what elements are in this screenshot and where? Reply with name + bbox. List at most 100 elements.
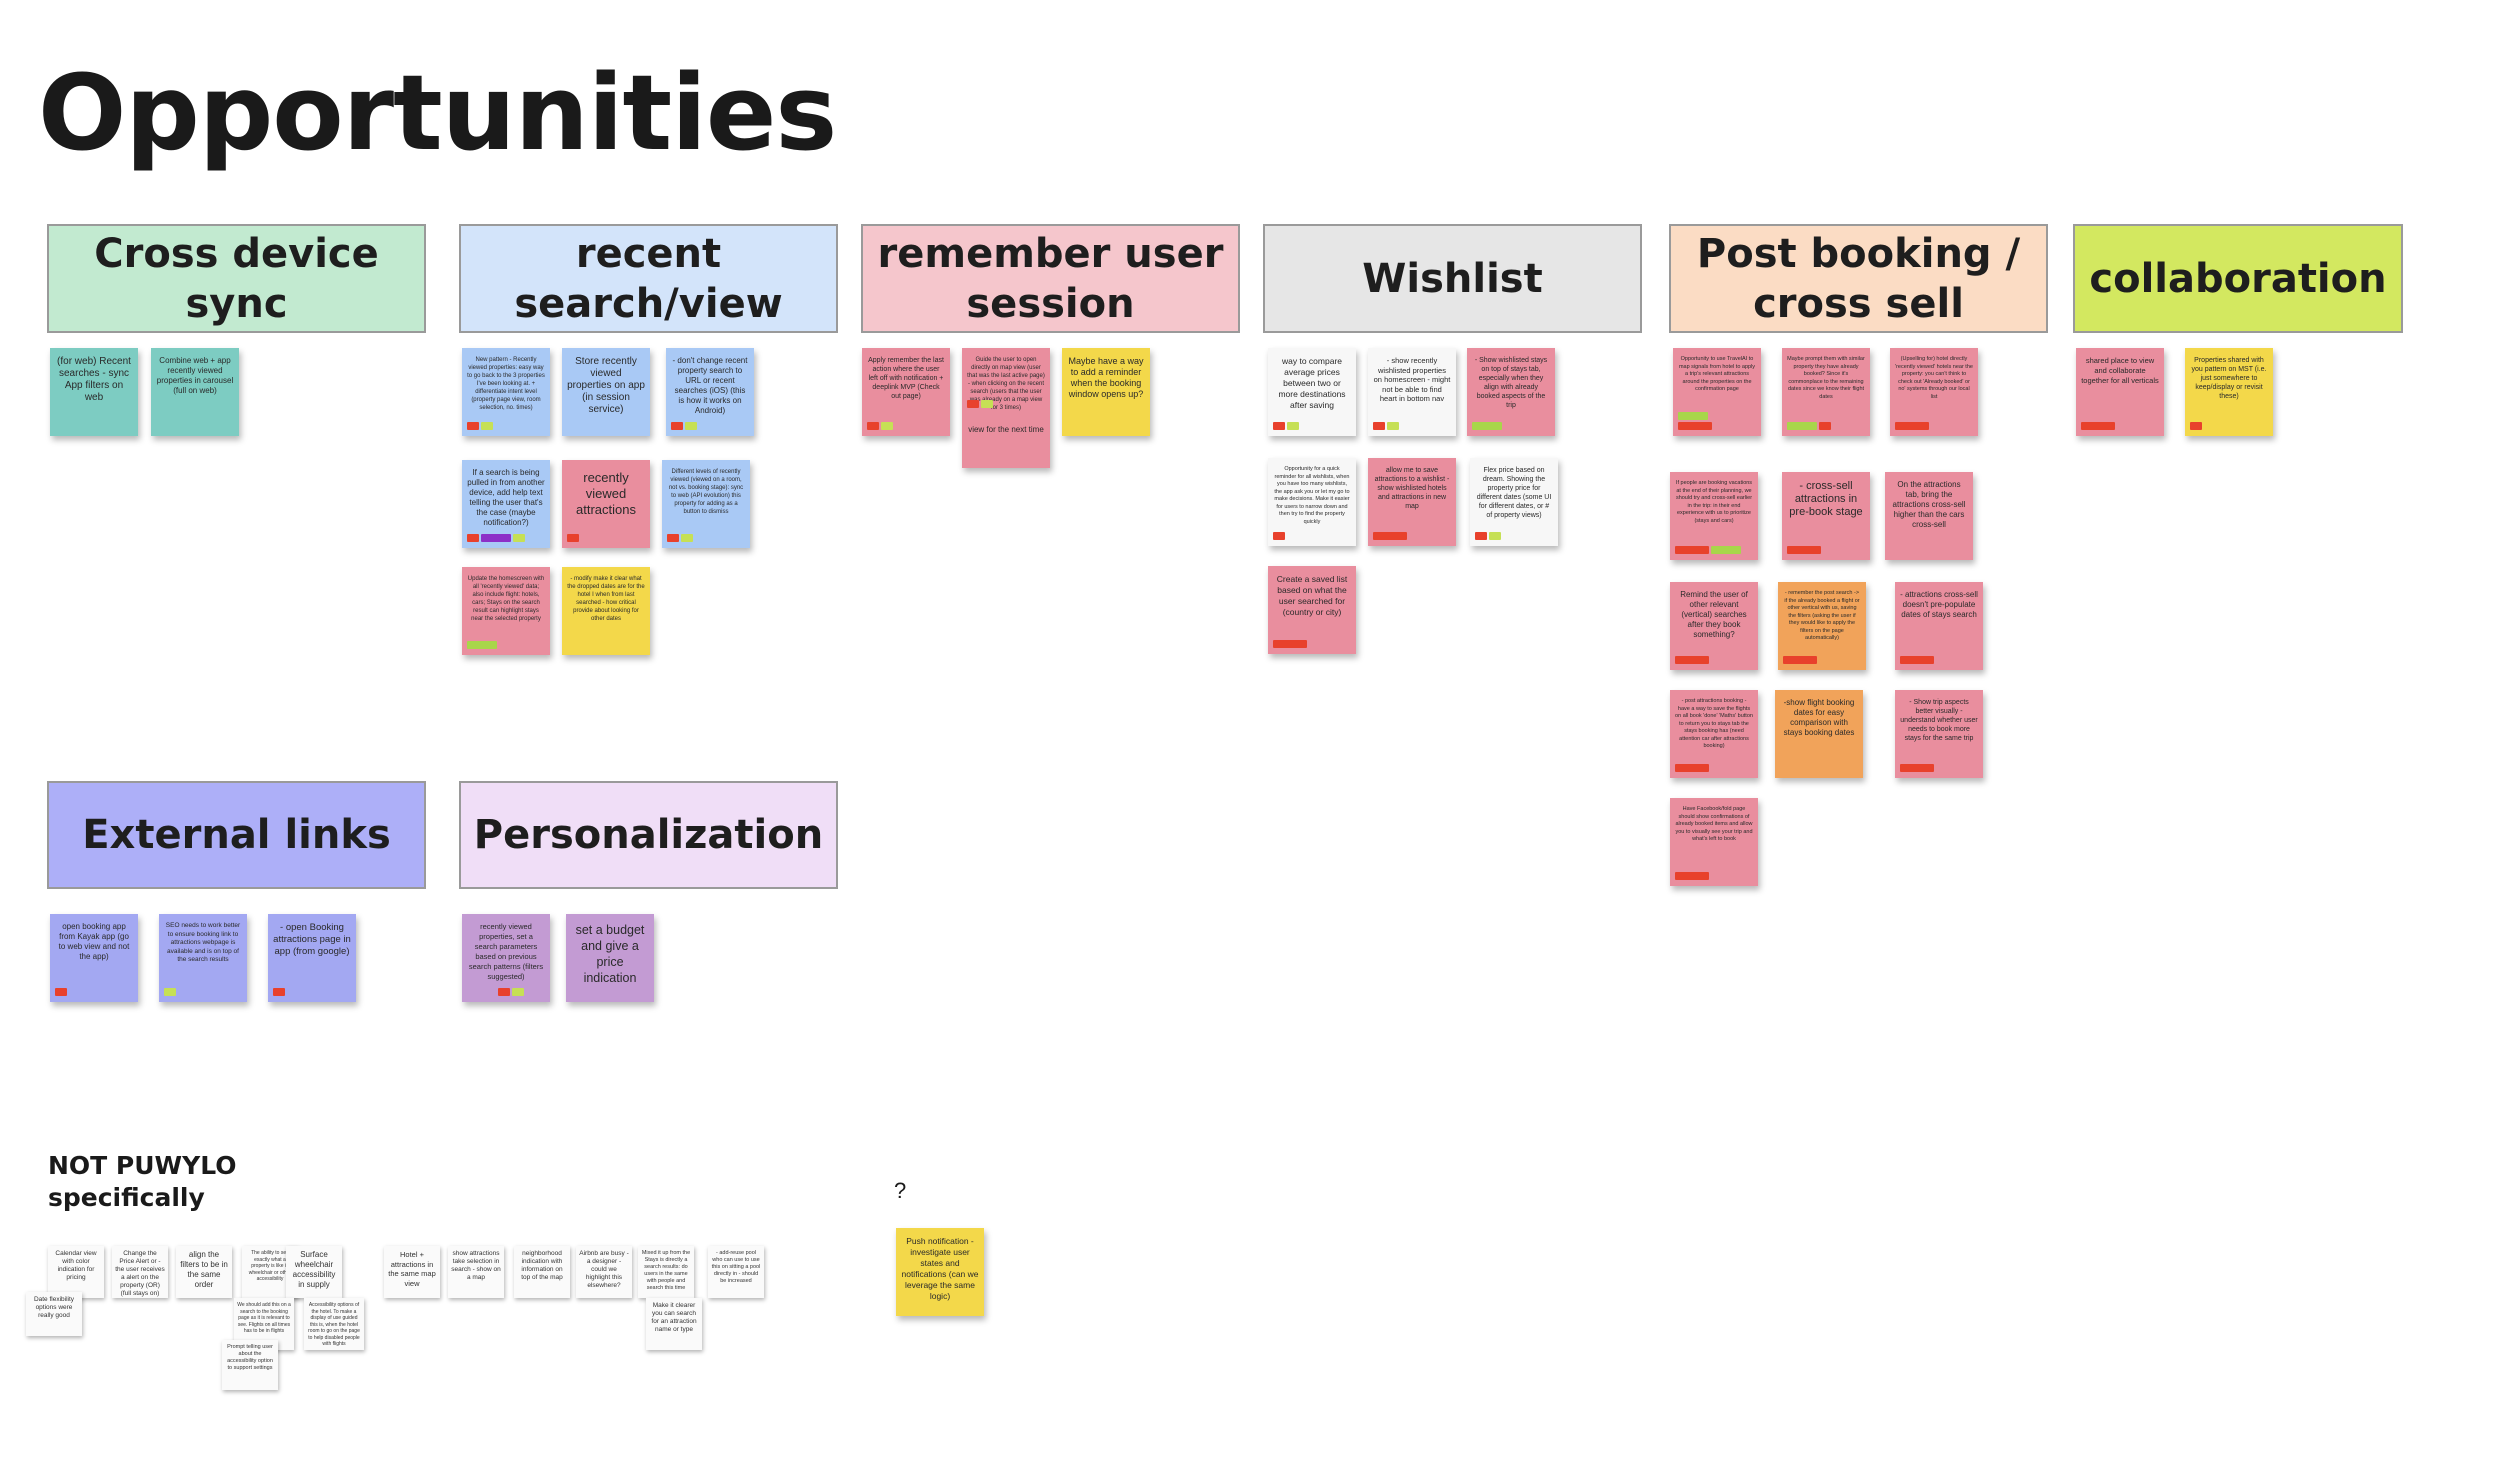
not-puwylo-label-line1: NOT PUWYLO: [48, 1151, 237, 1180]
note-tags: [1273, 422, 1299, 430]
note-tags: [1895, 422, 1929, 430]
header-recent-search-view[interactable]: recent search/view: [459, 224, 838, 333]
sticky-note[interactable]: - remember the post search -> if the alr…: [1778, 582, 1866, 670]
sticky-note[interactable]: On the attractions tab, bring the attrac…: [1885, 472, 1973, 560]
header-post-booking-cross-sell[interactable]: Post booking / cross sell: [1669, 224, 2048, 333]
note-tags: [467, 641, 497, 649]
sticky-note[interactable]: If people are booking vacations at the e…: [1670, 472, 1758, 560]
note-text: Store recently viewed properties on app …: [567, 356, 645, 415]
header-external-links[interactable]: External links: [47, 781, 426, 889]
note-text: - attractions cross-sell doesn't pre-pop…: [1900, 590, 1978, 619]
sticky-note[interactable]: (for web) Recent searches - sync App fil…: [50, 348, 138, 436]
sticky-note[interactable]: Opportunity to use TravelAI to map signa…: [1673, 348, 1761, 436]
note-text: Properties shared with you pattern on MS…: [2191, 357, 2267, 400]
note-text: view for the next time: [968, 425, 1044, 434]
sticky-note[interactable]: open booking app from Kayak app (go to w…: [50, 914, 138, 1002]
sticky-note[interactable]: SEO needs to work better to ensure booki…: [159, 914, 247, 1002]
sticky-note[interactable]: Push notification - investigate user sta…: [896, 1228, 984, 1316]
sticky-note[interactable]: Flex price based on dream. Showing the p…: [1470, 458, 1558, 546]
sticky-note[interactable]: Opportunity for a quick reminder for all…: [1268, 458, 1356, 546]
note-text: - Show wishlisted stays on top of stays …: [1474, 357, 1548, 409]
sticky-note[interactable]: - cross-sell attractions in pre-book sta…: [1782, 472, 1870, 560]
small-note[interactable]: Calendar view with color indication for …: [48, 1246, 104, 1298]
small-note[interactable]: neighborhood indication with information…: [514, 1246, 570, 1298]
note-text: Combine web + app recently viewed proper…: [156, 356, 234, 395]
note-text: Update the homescreen with all 'recently…: [467, 576, 545, 622]
sticky-note[interactable]: - Show trip aspects better visually - un…: [1895, 690, 1983, 778]
note-text: recently viewed properties, set a search…: [468, 922, 544, 981]
small-note[interactable]: Change the Price Alert or - the user rec…: [112, 1246, 168, 1298]
sticky-note[interactable]: set a budget and give a price indication: [566, 914, 654, 1002]
header-personalization[interactable]: Personalization: [459, 781, 838, 889]
note-tags: [467, 534, 525, 542]
sticky-note[interactable]: - attractions cross-sell doesn't pre-pop…: [1895, 582, 1983, 670]
note-text: On the attractions tab, bring the attrac…: [1892, 480, 1966, 529]
sticky-note[interactable]: - post attractions booking - have a way …: [1670, 690, 1758, 778]
sticky-note[interactable]: Maybe have a way to add a reminder when …: [1062, 348, 1150, 436]
sticky-note[interactable]: Create a saved list based on what the us…: [1268, 566, 1356, 654]
header-wishlist[interactable]: Wishlist: [1263, 224, 1642, 333]
sticky-note[interactable]: Apply remember the last action where the…: [862, 348, 950, 436]
sticky-note[interactable]: - don't change recent property search to…: [666, 348, 754, 436]
note-text: Flex price based on dream. Showing the p…: [1476, 467, 1552, 519]
sticky-note[interactable]: New pattern - Recently viewed properties…: [462, 348, 550, 436]
note-tags: [671, 422, 697, 430]
sticky-note[interactable]: Combine web + app recently viewed proper…: [151, 348, 239, 436]
header-cross-device-sync[interactable]: Cross device sync: [47, 224, 426, 333]
board-title: Opportunities: [38, 52, 837, 174]
small-note[interactable]: align the filters to be in the same orde…: [176, 1246, 232, 1298]
sticky-note[interactable]: (Upselling for) hotel directly 'recently…: [1890, 348, 1978, 436]
small-note[interactable]: Hotel + attractions in the same map view: [384, 1246, 440, 1298]
sticky-note[interactable]: Different levels of recently viewed (vie…: [662, 460, 750, 548]
small-note[interactable]: Mixed it up from the Stays is directly a…: [638, 1246, 694, 1298]
sticky-note[interactable]: allow me to save attractions to a wishli…: [1368, 458, 1456, 546]
sticky-note[interactable]: Remind the user of other relevant (verti…: [1670, 582, 1758, 670]
sticky-note[interactable]: Update the homescreen with all 'recently…: [462, 567, 550, 655]
note-tags: [2190, 422, 2202, 430]
note-tags: [1472, 422, 1502, 430]
sticky-note[interactable]: Have Facebook/fold page should show conf…: [1670, 798, 1758, 886]
sticky-note[interactable]: - Show wishlisted stays on top of stays …: [1467, 348, 1555, 436]
sticky-note[interactable]: - show recently wishlisted properties on…: [1368, 348, 1456, 436]
sticky-note[interactable]: - modify make it clear what the dropped …: [562, 567, 650, 655]
note-text: (for web) Recent searches - sync App fil…: [57, 356, 131, 403]
note-tags: [1475, 532, 1501, 540]
sticky-note[interactable]: -show flight booking dates for easy comp…: [1775, 690, 1863, 778]
note-text: - cross-sell attractions in pre-book sta…: [1789, 480, 1863, 518]
note-text: Opportunity for a quick reminder for all…: [1274, 466, 1350, 525]
header-collaboration[interactable]: collaboration: [2073, 224, 2403, 333]
note-tags: [1373, 422, 1399, 430]
small-note[interactable]: Surface wheelchair accessibility in supp…: [286, 1246, 342, 1298]
note-text: Have Facebook/fold page should show conf…: [1675, 806, 1753, 842]
note-tags: [2081, 422, 2115, 430]
small-note[interactable]: Make it clearer you can search for an at…: [646, 1298, 702, 1350]
note-tags: [967, 400, 993, 408]
small-note[interactable]: Prompt telling user about the accessibil…: [222, 1340, 278, 1390]
small-note[interactable]: - add-reuse pool who can use to use this…: [708, 1246, 764, 1298]
sticky-note[interactable]: recently viewed attractions: [562, 460, 650, 548]
sticky-note[interactable]: way to compare average prices between tw…: [1268, 348, 1356, 436]
not-puwylo-label: NOT PUWYLO specifically: [48, 1150, 237, 1214]
sticky-note[interactable]: shared place to view and collaborate tog…: [2076, 348, 2164, 436]
small-note[interactable]: show attractions take selection in searc…: [448, 1246, 504, 1298]
note-text: Create a saved list based on what the us…: [1276, 574, 1348, 617]
note-tags: [498, 988, 524, 996]
note-text: - Show trip aspects better visually - un…: [1900, 699, 1978, 742]
note-text: recently viewed attractions: [576, 470, 636, 517]
sticky-note[interactable]: Properties shared with you pattern on MS…: [2185, 348, 2273, 436]
note-text: Apply remember the last action where the…: [868, 357, 944, 400]
note-tags: [567, 534, 579, 542]
note-text: Opportunity to use TravelAI to map signa…: [1678, 356, 1756, 392]
sticky-note[interactable]: Maybe prompt them with similar property …: [1782, 348, 1870, 436]
sticky-note[interactable]: - open Booking attractions page in app (…: [268, 914, 356, 1002]
sticky-note[interactable]: Guide the user to open directly on map v…: [962, 348, 1050, 468]
sticky-note[interactable]: recently viewed properties, set a search…: [462, 914, 550, 1002]
sticky-note[interactable]: Store recently viewed properties on app …: [562, 348, 650, 436]
small-note[interactable]: Accessibility options of the hotel. To m…: [304, 1298, 364, 1350]
sticky-note[interactable]: If a search is being pulled in from anot…: [462, 460, 550, 548]
note-text: - remember the post search -> if the alr…: [1784, 590, 1860, 641]
header-remember-user-session[interactable]: remember user session: [861, 224, 1240, 333]
small-note[interactable]: Airbnb are busy - a designer - could we …: [576, 1246, 632, 1298]
small-note[interactable]: Date flexibility options were really goo…: [26, 1292, 82, 1336]
note-text: Push notification - investigate user sta…: [901, 1236, 979, 1301]
